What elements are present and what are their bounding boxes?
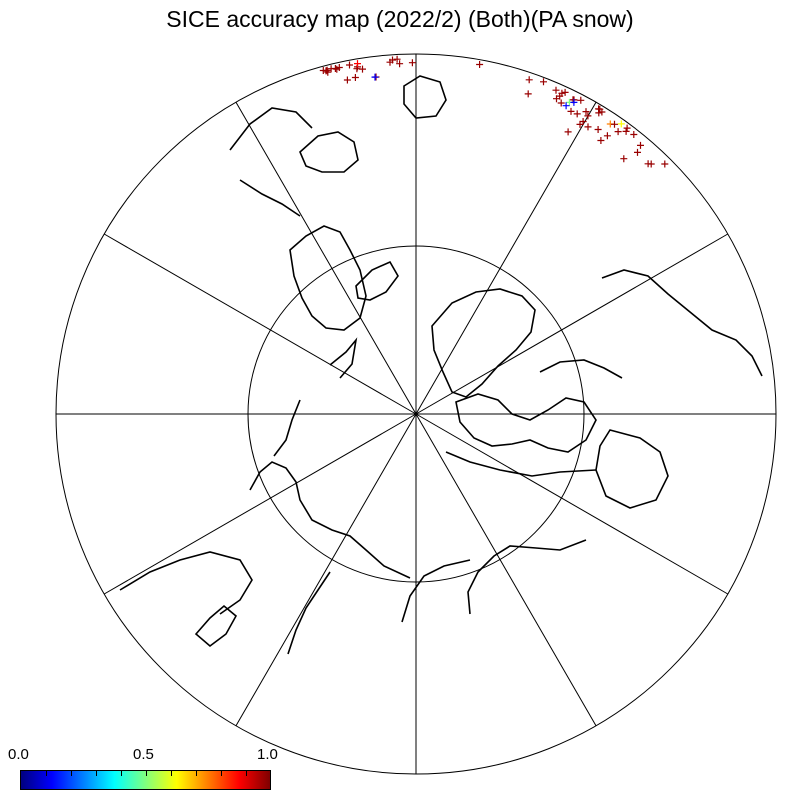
europe-coast: [229, 107, 313, 217]
hudson-bay-coast: [595, 429, 669, 509]
point-marker: [584, 112, 592, 120]
point-marker: [343, 76, 351, 84]
canadian-archipelago-coast: [455, 393, 597, 453]
point-marker: [564, 128, 572, 136]
point-marker: [582, 108, 590, 116]
colorbar-mid-label: 0.5: [133, 746, 154, 763]
point-marker: [556, 92, 564, 100]
meridian-line: [415, 413, 729, 595]
meridian-line: [415, 413, 597, 727]
point-marker: [331, 65, 339, 72]
colorbar-tick: [121, 771, 122, 776]
meridian-line: [103, 233, 417, 415]
colorbar-tick: [146, 771, 147, 776]
novaya-zemlya-coast: [329, 337, 358, 379]
point-marker: [524, 90, 532, 98]
map-title: SICE accuracy map (2022/2) (Both)(PA sno…: [166, 6, 634, 32]
point-marker: [603, 132, 611, 140]
svalbard-coast: [355, 260, 399, 301]
point-marker: [577, 96, 585, 104]
point-marker: [644, 160, 652, 168]
point-marker: [335, 64, 343, 71]
japan-coast: [194, 604, 238, 648]
colorbar-tick: [46, 771, 47, 776]
point-marker: [611, 120, 618, 128]
point-marker: [661, 160, 669, 168]
point-marker: [567, 107, 575, 115]
point-marker: [525, 76, 533, 84]
colorbar-tick: [196, 771, 197, 776]
uk-iceland-coast: [299, 75, 447, 173]
colorbar-tick: [71, 771, 72, 776]
point-marker: [371, 73, 379, 81]
labrador-coast: [601, 269, 763, 377]
point-marker: [552, 86, 560, 94]
colorbar-tick: [96, 771, 97, 776]
greenland-coast: [431, 288, 536, 398]
point-marker: [620, 155, 628, 163]
colorbar-tick: [246, 771, 247, 776]
point-marker: [634, 148, 641, 156]
point-marker: [561, 88, 569, 96]
point-marker: [393, 55, 401, 63]
colorbar-tick: [221, 771, 222, 776]
point-marker: [614, 128, 622, 136]
meridian-line: [235, 101, 417, 415]
colorbar-max-label: 1.0: [257, 746, 278, 763]
point-marker: [597, 137, 605, 144]
meridian-line: [415, 233, 729, 415]
colorbar: [20, 770, 271, 790]
point-marker: [617, 120, 625, 128]
meridian-line: [235, 413, 417, 727]
colorbar-min-label: 0.0: [8, 746, 29, 763]
point-marker: [594, 126, 602, 133]
point-marker: [573, 110, 581, 118]
point-marker: [630, 131, 638, 138]
point-marker: [386, 58, 394, 66]
point-marker: [408, 59, 416, 67]
accuracy-points: [319, 55, 669, 168]
point-marker: [540, 78, 547, 86]
point-marker: [557, 99, 565, 107]
point-marker: [579, 118, 587, 125]
meridian-line: [103, 413, 417, 595]
scandinavia-coast: [289, 225, 367, 331]
point-marker: [562, 102, 570, 110]
alaska-coast: [401, 559, 471, 623]
kamchatka-coast: [287, 571, 331, 655]
meridian-line: [415, 101, 597, 415]
point-marker: [595, 109, 603, 117]
colorbar-tick: [171, 771, 172, 776]
siberia-coast: [249, 461, 411, 579]
point-marker: [354, 60, 361, 68]
point-marker: [359, 65, 366, 73]
north-america-coast: [445, 451, 597, 615]
point-marker: [396, 60, 404, 68]
east-asia-coast: [119, 551, 253, 615]
point-marker: [584, 123, 592, 131]
map-grid: [55, 53, 777, 775]
point-marker: [476, 61, 484, 68]
point-marker: [570, 98, 578, 106]
hudson-strait-coast: [539, 359, 623, 379]
point-marker: [623, 124, 631, 132]
point-marker: [351, 74, 359, 81]
russia-arctic-coast: [273, 399, 301, 457]
point-marker: [319, 67, 327, 74]
point-marker: [622, 127, 630, 135]
point-marker: [637, 141, 644, 149]
point-marker: [346, 61, 353, 69]
coastlines: [119, 75, 763, 655]
